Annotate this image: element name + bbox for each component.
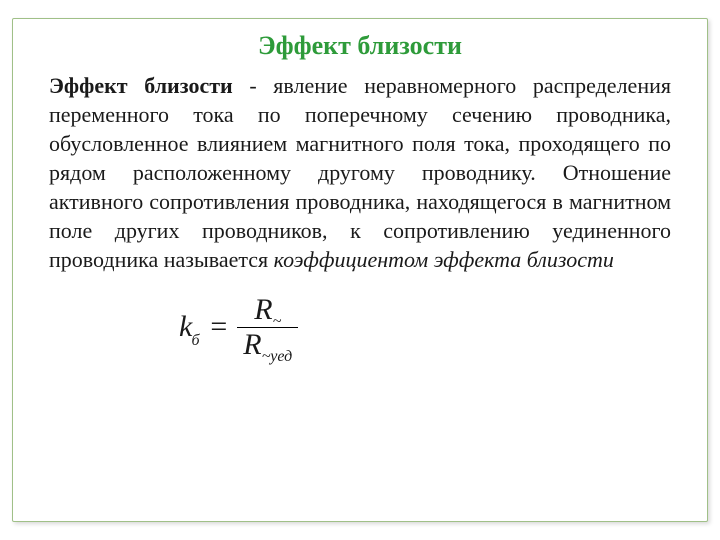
slide: Эффект близости Эффект близости - явлени… [0, 0, 720, 540]
content-frame: Эффект близости Эффект близости - явлени… [12, 18, 708, 522]
formula-lhs: kб [179, 310, 200, 344]
sub-tilde-numer: ~ [273, 313, 282, 330]
equals-sign: = [210, 310, 227, 344]
sub-yed: уед [270, 348, 292, 365]
var-k: k [179, 310, 192, 343]
sub-b: б [192, 332, 200, 349]
var-R-numer: R [254, 293, 272, 326]
term-bold: Эффект близости [49, 73, 233, 98]
numerator: R~ [248, 294, 287, 326]
fraction: R~ R~уед [237, 294, 298, 360]
formula: kб = R~ R~уед [179, 294, 671, 360]
body-paragraph: Эффект близости - явление неравномерного… [49, 71, 671, 274]
var-R-denom: R [243, 328, 261, 361]
slide-title: Эффект близости [49, 31, 671, 61]
denominator: R~уед [237, 329, 298, 361]
paragraph-main: - явление неравномерного распределения п… [49, 73, 671, 272]
term-italic: коэффициентом эффекта близости [274, 247, 614, 272]
